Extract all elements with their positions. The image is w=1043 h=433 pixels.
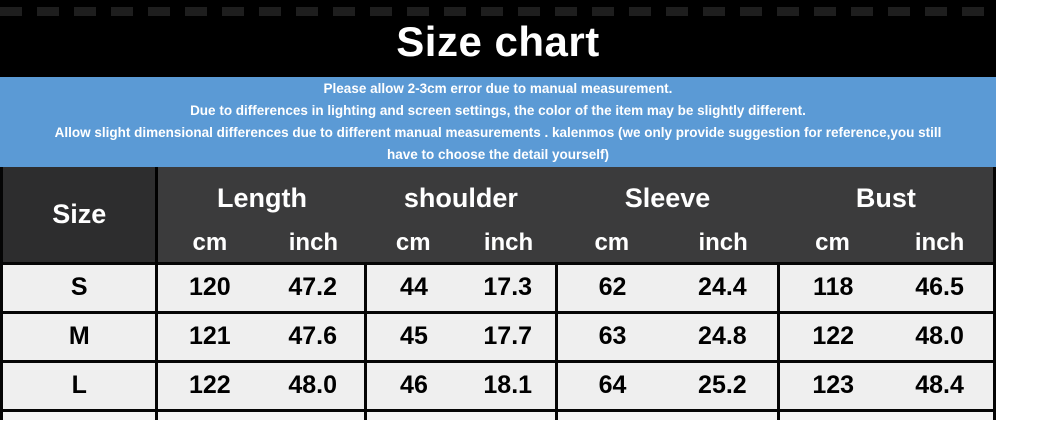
unit-header-sleeve-inch: inch <box>667 229 779 263</box>
column-header-length: Length <box>156 167 366 229</box>
table-row-m: M 121 47.6 45 17.7 63 24.8 122 48.0 <box>0 310 997 363</box>
column-header-sleeve: Sleeve <box>556 167 779 229</box>
notice-line: Please allow 2-3cm error due to manual m… <box>323 81 673 96</box>
bust-cm-cell: 118 <box>777 261 887 314</box>
bust-inch-cell: 48.0 <box>886 310 997 363</box>
column-header-size: Size <box>1 167 159 263</box>
length-cm-cell: 122 <box>155 359 262 412</box>
length-cm-cell: 121 <box>155 310 262 363</box>
shoulder-inch-cell: 17.3 <box>460 261 557 314</box>
shoulder-cm-cell: 44 <box>364 261 461 314</box>
table-row-partial <box>0 408 997 420</box>
size-value-cell: S <box>0 261 157 314</box>
table-row-s: S 120 47.2 44 17.3 62 24.4 118 46.5 <box>0 261 997 314</box>
unit-header-sleeve-cm: cm <box>556 229 668 263</box>
size-table: Size Length shoulder Sleeve Bust cm inch… <box>0 167 997 420</box>
unit-header-bust-inch: inch <box>886 229 995 263</box>
shoulder-inch-cell: 17.7 <box>460 310 557 363</box>
size-value-cell: M <box>0 310 157 363</box>
unit-header-length-cm: cm <box>156 229 262 263</box>
size-chart-graphic: Size chart Please allow 2-3cm error due … <box>0 0 997 420</box>
notice-banner: Please allow 2-3cm error due to manual m… <box>0 77 996 167</box>
sleeve-inch-cell: 24.8 <box>667 310 779 363</box>
sleeve-inch-cell: 24.4 <box>667 261 779 314</box>
unit-header-bust-cm: cm <box>778 229 887 263</box>
notice-line: Allow slight dimensional differences due… <box>54 125 942 140</box>
table-row-l: L 122 48.0 46 18.1 64 25.2 123 48.4 <box>0 359 997 412</box>
column-header-shoulder: shoulder <box>365 167 557 229</box>
unit-header-shoulder-inch: inch <box>460 229 557 263</box>
bust-inch-cell: 48.4 <box>886 359 997 412</box>
unit-header-length-inch: inch <box>261 229 366 263</box>
column-header-bust: Bust <box>778 167 995 229</box>
length-cm-cell: 120 <box>155 261 262 314</box>
shoulder-cm-cell: 46 <box>364 359 461 412</box>
page-title: Size chart <box>396 17 600 65</box>
sleeve-cm-cell: 62 <box>554 261 668 314</box>
title-bar: Size chart <box>0 0 996 77</box>
length-inch-cell: 47.2 <box>261 261 366 314</box>
table-header: Size Length shoulder Sleeve Bust cm inch… <box>1 167 995 263</box>
notice-line: have to choose the detail yourself) <box>386 147 610 162</box>
shoulder-cm-cell: 45 <box>364 310 461 363</box>
sleeve-cm-cell: 63 <box>554 310 668 363</box>
sleeve-inch-cell: 25.2 <box>667 359 779 412</box>
sleeve-cm-cell: 64 <box>554 359 668 412</box>
length-inch-cell: 48.0 <box>261 359 366 412</box>
bust-cm-cell: 122 <box>777 310 887 363</box>
size-value-cell: L <box>0 359 157 412</box>
shoulder-inch-cell: 18.1 <box>460 359 557 412</box>
bust-cm-cell: 123 <box>777 359 887 412</box>
bust-inch-cell: 46.5 <box>886 261 997 314</box>
unit-header-shoulder-cm: cm <box>365 229 461 263</box>
perforation-dashes <box>0 7 996 16</box>
notice-line: Due to differences in lighting and scree… <box>190 103 806 118</box>
length-inch-cell: 47.6 <box>261 310 366 363</box>
